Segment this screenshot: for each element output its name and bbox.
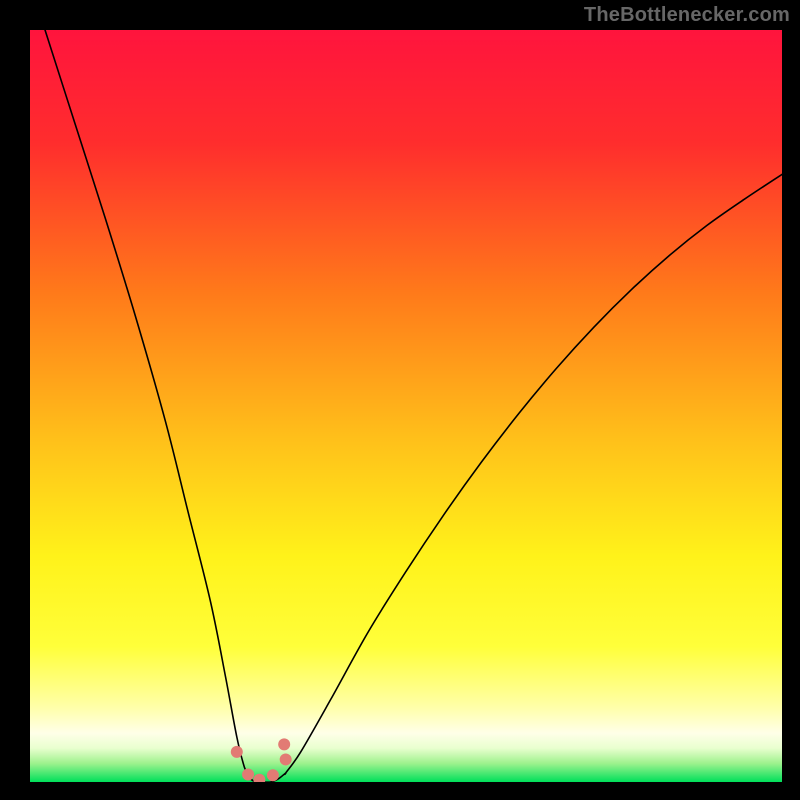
- curve-marker: [280, 753, 292, 765]
- curve-marker: [242, 768, 254, 780]
- curve-marker: [267, 769, 279, 781]
- gradient-background: [30, 30, 782, 782]
- watermark-text: TheBottlenecker.com: [584, 4, 790, 27]
- curve-marker: [278, 738, 290, 750]
- curve-marker: [231, 746, 243, 758]
- chart-svg: [30, 30, 782, 782]
- bottleneck-chart: [30, 30, 782, 782]
